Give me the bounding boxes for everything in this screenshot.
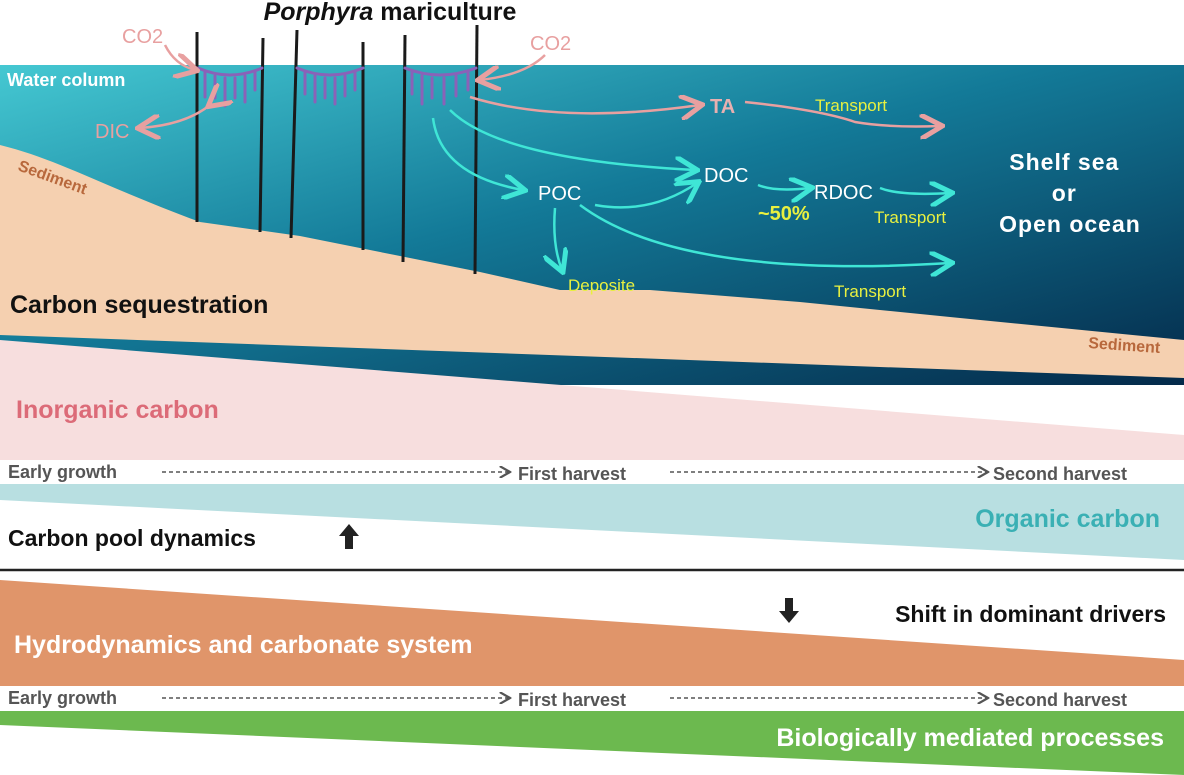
rdoc-label: RDOC	[814, 182, 873, 204]
co2-in-arrow-right	[480, 54, 546, 80]
drivers-timeline: Early growth First harvest Second harves…	[8, 688, 1127, 710]
organic-carbon-label: Organic carbon	[975, 505, 1160, 533]
timeline-first-harvest: First harvest	[518, 464, 626, 484]
doc-rdoc-arrow	[757, 185, 810, 189]
co2-label-right: CO2	[530, 33, 571, 55]
hydrodynamics-band	[0, 580, 1184, 686]
biological-band	[0, 711, 1184, 775]
co2-label-left: CO2	[122, 26, 163, 48]
ta-label: TA	[710, 96, 735, 118]
timeline-second-harvest: Second harvest	[993, 690, 1127, 710]
poc-label: POC	[538, 183, 581, 205]
biological-label: Biologically mediated processes	[776, 724, 1164, 752]
down-arrow-icon	[779, 598, 799, 623]
hydrodynamics-label: Hydrodynamics and carbonate system	[14, 631, 473, 659]
dic-arrow	[140, 105, 210, 128]
organic-carbon-band	[0, 484, 1184, 560]
up-arrow-icon	[339, 524, 359, 549]
deposite-arrow	[554, 207, 562, 270]
timeline-first-harvest: First harvest	[518, 690, 626, 710]
rdoc-transport-label: Transport	[874, 208, 946, 227]
poc-transport-label: Transport	[834, 282, 906, 301]
poc-transport-arrow	[579, 203, 950, 266]
deposite-label: Deposite	[568, 276, 635, 295]
ta-transport-arrow	[744, 100, 940, 127]
pool-timeline: Early growth First harvest Second harves…	[8, 462, 1127, 484]
sediment-label-right: Sediment	[1088, 335, 1162, 357]
carbon-sequestration-heading: Carbon sequestration	[10, 291, 268, 319]
doc-in-arrow	[449, 109, 695, 170]
timeline-early-growth: Early growth	[8, 462, 117, 482]
dic-label: DIC	[95, 121, 129, 143]
carbon-pool-dynamics-heading: Carbon pool dynamics	[8, 525, 256, 551]
inorganic-carbon-label: Inorganic carbon	[16, 396, 219, 424]
co2-in-arrow-left	[163, 44, 195, 70]
shift-drivers-heading: Shift in dominant drivers	[895, 601, 1166, 627]
percent-label: ~50%	[758, 203, 810, 225]
ta-transport-label: Transport	[815, 96, 887, 115]
inorganic-carbon-band	[0, 340, 1184, 460]
sediment	[0, 145, 1184, 378]
poc-doc-arrow	[594, 183, 697, 209]
diagram-title: Porphyra mariculture	[264, 0, 517, 26]
rdoc-transport-arrow	[879, 188, 950, 194]
ta-arrow	[469, 97, 700, 113]
poc-in-arrow	[431, 117, 523, 190]
timeline-early-growth: Early growth	[8, 688, 117, 708]
water-column-label: Water column	[7, 70, 125, 90]
timeline-second-harvest: Second harvest	[993, 464, 1127, 484]
destination-label: Shelf sea or Open ocean	[999, 149, 1141, 237]
doc-label: DOC	[704, 165, 748, 187]
